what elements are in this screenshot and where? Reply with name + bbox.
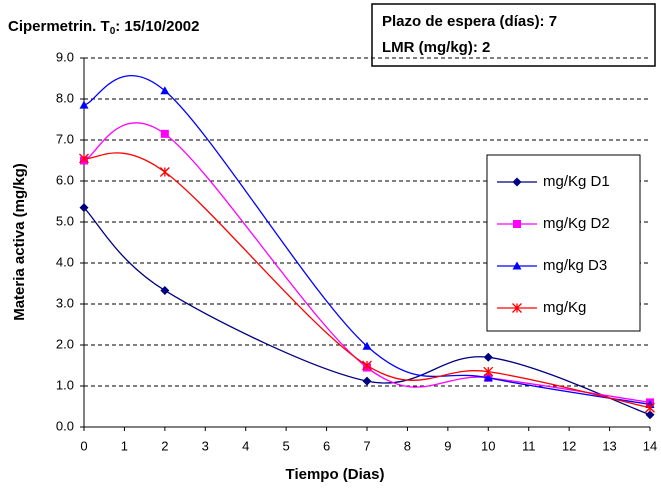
x-tick-label: 7 [363, 438, 370, 453]
marker [160, 129, 169, 138]
y-tick-label: 8.0 [56, 90, 74, 105]
x-tick-label: 2 [161, 438, 168, 453]
annotation: LMR (mg/kg): 2 [382, 39, 490, 56]
x-tick-label: 5 [283, 438, 290, 453]
y-tick-label: 3.0 [56, 295, 74, 310]
annotation: Plazo de espera (días): 7 [382, 13, 557, 30]
legend-box [486, 154, 641, 332]
x-tick-label: 10 [481, 438, 495, 453]
y-tick-label: 7.0 [56, 131, 74, 146]
marker [159, 167, 170, 177]
y-tick-label: 1.0 [56, 377, 74, 392]
marker [645, 402, 655, 413]
marker [160, 285, 170, 295]
y-tick-label: 5.0 [56, 213, 74, 228]
marker [79, 203, 89, 213]
x-tick-label: 4 [242, 438, 249, 453]
legend-label: mg/Kg D2 [543, 215, 610, 232]
legend-marker [512, 177, 522, 187]
legend-marker [512, 303, 522, 313]
y-tick-label: 0.0 [56, 418, 74, 433]
marker [160, 86, 170, 95]
marker [483, 366, 494, 377]
chart-title: Cipermetrin. T0: 15/10/2002 [8, 18, 200, 37]
y-tick-label: 6.0 [56, 172, 74, 187]
legend-marker [513, 220, 521, 228]
legend: mg/Kg D1 mg/Kg D2 mg/kg D3 mg/Kg [486, 154, 641, 332]
x-tick-label: 9 [444, 438, 451, 453]
x-tick-label: 0 [80, 438, 87, 453]
title-text: : 15/10/2002 [115, 18, 199, 35]
x-tick-label: 12 [562, 438, 576, 453]
x-tick-label: 6 [323, 438, 330, 453]
series-line [83, 75, 651, 406]
marker [645, 410, 655, 420]
x-tick-label: 11 [522, 438, 536, 453]
x-tick-label: 14 [643, 438, 657, 453]
marker [362, 376, 372, 386]
marker [362, 341, 372, 350]
marker [483, 373, 493, 382]
x-tick-label: 3 [202, 438, 209, 453]
title-subscript: 0 [110, 26, 116, 37]
x-axis-label: Tiempo (Dias) [286, 466, 385, 483]
marker [79, 153, 89, 164]
x-tick-label: 1 [121, 438, 128, 453]
x-tick-label: 13 [602, 438, 616, 453]
legend-label: mg/Kg [543, 299, 586, 316]
legend-label: mg/Kg D1 [543, 173, 610, 190]
title-text: Cipermetrin. T [8, 18, 110, 35]
legend-label: mg/kg D3 [543, 257, 607, 274]
annotation-box [371, 3, 656, 67]
marker [362, 360, 372, 371]
y-tick-label: 4.0 [56, 254, 74, 269]
y-tick-label: 9.0 [56, 49, 74, 64]
legend-marker [512, 261, 522, 270]
y-tick-label: 2.0 [56, 336, 74, 351]
x-tick-label: 8 [404, 438, 411, 453]
y-axis-label: Materia activa (mg/kg) [11, 163, 28, 321]
marker [79, 100, 89, 109]
marker [483, 352, 493, 362]
